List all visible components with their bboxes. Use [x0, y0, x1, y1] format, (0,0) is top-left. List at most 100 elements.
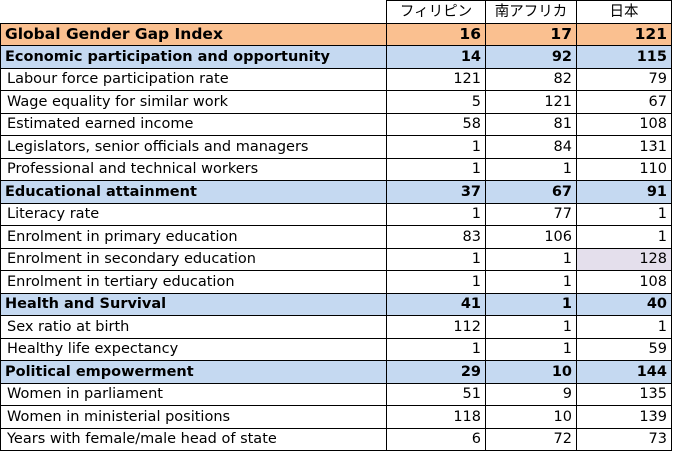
gender-gap-table: フィリピン 南アフリカ 日本 Global Gender Gap Index 16… — [0, 0, 672, 451]
rank-cell-japan: 91 — [576, 180, 672, 204]
rank-cell-philippines: 1 — [386, 337, 486, 361]
rank-cell-philippines: 1 — [386, 202, 486, 226]
row-label: Enrolment in primary education — [0, 225, 387, 249]
rank-cell-japan: 1 — [576, 315, 672, 339]
table-row: Professional and technical workers 1 1 110 — [0, 157, 672, 181]
rank-cell-japan: 131 — [576, 135, 672, 159]
category-row: Political empowerment 29 10 144 — [0, 360, 672, 384]
table-row: Literacy rate 1 77 1 — [0, 202, 672, 226]
rank-cell-south-africa: 1 — [485, 247, 577, 271]
rank-cell-japan: 115 — [576, 45, 672, 69]
row-label: Years with female/male head of state — [0, 427, 387, 451]
rank-cell-philippines: 51 — [386, 382, 486, 406]
index-row: Global Gender Gap Index 16 17 121 — [0, 22, 672, 46]
rank-cell-south-africa: 92 — [485, 45, 577, 69]
rank-cell-philippines: 1 — [386, 247, 486, 271]
rank-cell-philippines: 14 — [386, 45, 486, 69]
row-label: Enrolment in secondary education — [0, 247, 387, 271]
table-row: Wage equality for similar work 5 121 67 — [0, 90, 672, 114]
row-label: Educational attainment — [0, 180, 387, 204]
rank-cell-south-africa: 1 — [485, 292, 577, 316]
row-label: Global Gender Gap Index — [0, 22, 387, 46]
rank-cell-japan: 108 — [576, 112, 672, 136]
rank-cell-south-africa: 82 — [485, 67, 577, 91]
rank-cell-philippines: 1 — [386, 270, 486, 294]
rank-cell-philippines: 6 — [386, 427, 486, 451]
rank-cell-south-africa: 81 — [485, 112, 577, 136]
rank-cell-philippines: 1 — [386, 135, 486, 159]
table-row: Labour force participation rate 121 82 79 — [0, 67, 672, 91]
table-row: Women in ministerial positions 118 10 139 — [0, 405, 672, 429]
row-label: Political empowerment — [0, 360, 387, 384]
table-body: Global Gender Gap Index 16 17 121 Economic p… — [0, 22, 672, 451]
category-row: Economic participation and opportunity 14… — [0, 45, 672, 69]
rank-cell-philippines: 112 — [386, 315, 486, 339]
rank-cell-south-africa: 84 — [485, 135, 577, 159]
rank-cell-japan: 110 — [576, 157, 672, 181]
column-header-philippines: フィリピン — [386, 0, 486, 24]
rank-cell-philippines: 41 — [386, 292, 486, 316]
rank-cell-south-africa: 72 — [485, 427, 577, 451]
table-row: Women in parliament 51 9 135 — [0, 382, 672, 406]
row-label: Enrolment in tertiary education — [0, 270, 387, 294]
table-row: Years with female/male head of state 6 72 7… — [0, 427, 672, 451]
table-row: Enrolment in secondary education 1 1 128 — [0, 247, 672, 271]
rank-cell-south-africa: 1 — [485, 337, 577, 361]
rank-cell-philippines: 58 — [386, 112, 486, 136]
rank-cell-south-africa: 1 — [485, 157, 577, 181]
table-row: Sex ratio at birth 112 1 1 — [0, 315, 672, 339]
rank-cell-south-africa: 67 — [485, 180, 577, 204]
row-label: Estimated earned income — [0, 112, 387, 136]
rank-cell-philippines: 29 — [386, 360, 486, 384]
rank-cell-japan: 1 — [576, 202, 672, 226]
rank-cell-japan: 79 — [576, 67, 672, 91]
rank-cell-south-africa: 10 — [485, 405, 577, 429]
rank-cell-japan: 73 — [576, 427, 672, 451]
rank-cell-philippines: 16 — [386, 22, 486, 46]
row-label: Women in ministerial positions — [0, 405, 387, 429]
row-label: Wage equality for similar work — [0, 90, 387, 114]
rank-cell-japan: 128 — [576, 247, 672, 271]
rank-cell-south-africa: 17 — [485, 22, 577, 46]
rank-cell-japan: 139 — [576, 405, 672, 429]
row-label: Economic participation and opportunity — [0, 45, 387, 69]
row-label: Healthy life expectancy — [0, 337, 387, 361]
row-label: Health and Survival — [0, 292, 387, 316]
row-label: Sex ratio at birth — [0, 315, 387, 339]
header-row: フィリピン 南アフリカ 日本 — [0, 0, 672, 24]
rank-cell-philippines: 37 — [386, 180, 486, 204]
row-label: Professional and technical workers — [0, 157, 387, 181]
rank-cell-philippines: 5 — [386, 90, 486, 114]
rank-cell-south-africa: 121 — [485, 90, 577, 114]
rank-cell-japan: 67 — [576, 90, 672, 114]
rank-cell-japan: 40 — [576, 292, 672, 316]
row-label: Women in parliament — [0, 382, 387, 406]
rank-cell-philippines: 118 — [386, 405, 486, 429]
rank-cell-japan: 135 — [576, 382, 672, 406]
rank-cell-south-africa: 77 — [485, 202, 577, 226]
rank-cell-japan: 121 — [576, 22, 672, 46]
column-header-japan: 日本 — [576, 0, 672, 24]
table-row: Healthy life expectancy 1 1 59 — [0, 337, 672, 361]
row-label: Labour force participation rate — [0, 67, 387, 91]
rank-cell-japan: 144 — [576, 360, 672, 384]
rank-cell-japan: 108 — [576, 270, 672, 294]
row-label: Legislators, senior officials and manage… — [0, 135, 387, 159]
table-row: Enrolment in primary education 83 106 1 — [0, 225, 672, 249]
category-row: Educational attainment 37 67 91 — [0, 180, 672, 204]
rank-cell-south-africa: 10 — [485, 360, 577, 384]
rank-cell-south-africa: 106 — [485, 225, 577, 249]
table-row: Enrolment in tertiary education 1 1 108 — [0, 270, 672, 294]
row-label: Literacy rate — [0, 202, 387, 226]
rank-cell-philippines: 83 — [386, 225, 486, 249]
category-row: Health and Survival 41 1 40 — [0, 292, 672, 316]
table-row: Estimated earned income 58 81 108 — [0, 112, 672, 136]
rank-cell-south-africa: 1 — [485, 315, 577, 339]
rank-cell-japan: 1 — [576, 225, 672, 249]
rank-cell-south-africa: 1 — [485, 270, 577, 294]
table-row: Legislators, senior officials and manage… — [0, 135, 672, 159]
rank-cell-south-africa: 9 — [485, 382, 577, 406]
rank-cell-japan: 59 — [576, 337, 672, 361]
header-corner-cell — [0, 0, 387, 24]
rank-cell-philippines: 1 — [386, 157, 486, 181]
